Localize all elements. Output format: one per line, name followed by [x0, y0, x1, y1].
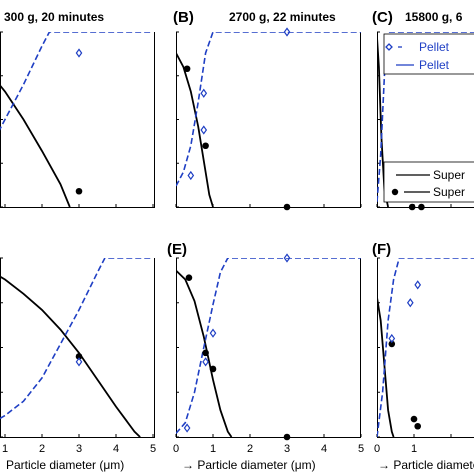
panel-a-title: 300 g, 20 minutes [4, 10, 104, 24]
supernatant-fit-line [176, 269, 233, 437]
pellet-fit-line [0, 258, 153, 420]
x-tick-label: 2 [247, 443, 253, 455]
x-tick-label: 5 [358, 443, 364, 455]
panel-d-plot: 1 2 3 4 5 [0, 257, 156, 455]
panel-d-xlabel: Particle diameter (μm) [6, 458, 124, 472]
panel-b-title: 2700 g, 22 minutes [229, 10, 336, 24]
pellet-point [388, 333, 396, 344]
supernatant-point [183, 65, 191, 73]
legend-super-line-label: Super [433, 168, 465, 182]
panel-c-label: (C) [372, 9, 393, 26]
panel-e-plot: 0 1 2 3 4 5 [173, 253, 364, 455]
pellet-point [414, 280, 422, 290]
x-tick-label: 0 [173, 443, 179, 455]
supernatant-fit-line [377, 297, 395, 437]
legend-pellet-line-label: Pellet [419, 58, 450, 72]
pellet-point [200, 125, 208, 135]
legend-super-points-label: Super [433, 185, 465, 199]
supernatant-fit-line [0, 275, 141, 437]
legend-box-top: Pellet Pellet [383, 33, 474, 75]
supernatant-point [202, 142, 209, 150]
pellet-point [202, 357, 209, 367]
pellet-point [283, 27, 291, 37]
pellet-point [75, 357, 83, 367]
x-tick-label: 1 [2, 443, 8, 455]
supernatant-point [414, 422, 422, 430]
pellet-point [75, 48, 83, 58]
x-tick-label: 3 [76, 443, 82, 455]
supernatant-point [209, 365, 217, 373]
supernatant-point [283, 203, 291, 211]
x-tick-label: 4 [113, 443, 119, 455]
panel-c-title: 15800 g, 6 [405, 10, 463, 24]
panel-f-label: (F) [372, 241, 391, 258]
supernatant-fit-line [0, 83, 71, 207]
x-tick-label: 5 [150, 443, 156, 455]
pellet-point [283, 253, 291, 263]
x-tick-label: 1 [210, 443, 216, 455]
pellet-point [406, 298, 414, 308]
supernatant-point [185, 274, 193, 281]
pellet-fit-line [377, 258, 474, 437]
panel-a-plot [0, 31, 155, 208]
pellet-point [187, 170, 195, 181]
panel-e-label: (E) [167, 241, 187, 258]
x-tick-label: 0 [374, 443, 380, 455]
legend-pellet-points-label: Pellet [419, 40, 450, 54]
supernatant-point [410, 415, 418, 423]
legend-box-bottom: Super Super [383, 161, 474, 203]
pellet-point [183, 423, 191, 433]
x-tick-label: 3 [284, 443, 290, 455]
pellet-point [209, 328, 217, 338]
supernatant-point [283, 433, 291, 441]
legend-pellet-marker-symbol [385, 43, 393, 51]
pellet-point [200, 88, 208, 98]
supernatant-point [75, 187, 83, 195]
panel-e-xlabel: → Particle diameter (μm) [182, 458, 316, 472]
panel-b-plot [175, 27, 362, 211]
supernatant-point [202, 349, 209, 357]
pellet-fit-line [377, 32, 474, 202]
x-tick-label: 1 [411, 443, 417, 455]
pellet-fit-line [176, 258, 361, 434]
x-tick-label: 4 [321, 443, 327, 455]
supernatant-point [408, 203, 416, 211]
supernatant-point [388, 340, 396, 348]
panel-b-label: (B) [173, 9, 194, 26]
legend-super-marker-symbol [391, 188, 399, 196]
pellet-fit-line [0, 32, 153, 131]
panel-f-xlabel: → Particle diameter [378, 458, 474, 472]
supernatant-fit-line [176, 52, 214, 207]
supernatant-point [418, 203, 425, 211]
x-tick-label: 2 [39, 443, 45, 455]
supernatant-point [75, 353, 83, 360]
